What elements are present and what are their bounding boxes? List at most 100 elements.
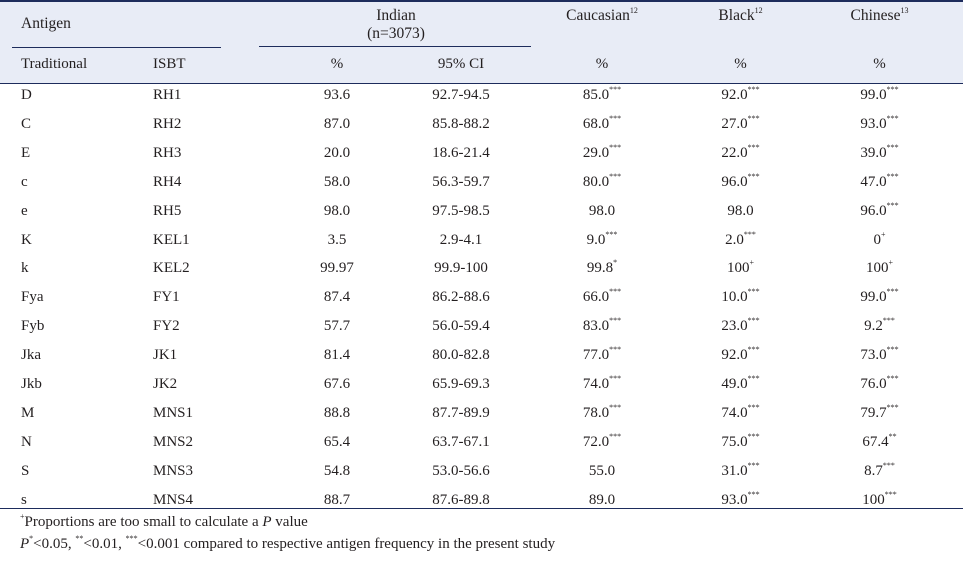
cell-black: 31.0*** (673, 462, 808, 480)
cell-black: 96.0*** (673, 173, 808, 191)
cell-caucasian-significance: *** (609, 316, 622, 325)
cell-chinese-value: 99.0 (860, 87, 887, 103)
cell-caucasian-value: 9.0 (586, 232, 606, 248)
cell-chinese-value: 39.0 (860, 145, 887, 161)
cell-chinese-value: 8.7 (864, 463, 883, 479)
cell-indian-ci-value: 2.9-4.1 (439, 232, 483, 248)
cell-isbt: RH4 (153, 173, 181, 191)
cell-caucasian-value: 66.0 (582, 289, 610, 305)
cell-indian-ci: 2.9-4.1 (395, 231, 527, 249)
cell-indian-pct: 93.6 (272, 86, 402, 104)
cell-chinese: 79.7*** (812, 404, 947, 422)
cell-black-value: 49.0 (721, 376, 748, 392)
cell-caucasian-value: 80.0 (582, 174, 610, 190)
table-header-band (0, 0, 963, 84)
cell-indian-ci-value: 56.3-59.7 (432, 174, 490, 190)
cell-isbt-value: MNS1 (153, 405, 194, 421)
cell-indian-pct-value: 87.0 (323, 116, 351, 132)
cell-caucasian-value: 68.0 (582, 116, 610, 132)
cell-indian-ci: 87.7-89.9 (395, 404, 527, 422)
cell-indian-ci-value: 18.6-21.4 (432, 145, 490, 161)
cell-black: 98.0 (673, 202, 808, 220)
cell-black-significance: *** (747, 403, 760, 412)
cell-black-significance: *** (747, 287, 760, 296)
cell-indian-pct: 87.0 (272, 115, 402, 133)
cell-isbt: MNS1 (153, 404, 193, 422)
cell-indian-ci-value: 63.7-67.1 (432, 434, 490, 450)
cell-indian-pct-value: 88.8 (323, 405, 351, 421)
cell-chinese-significance: *** (886, 345, 899, 354)
cell-black: 22.0*** (673, 144, 808, 162)
cell-black: 74.0*** (673, 404, 808, 422)
cell-indian-ci-value: 56.0-59.4 (432, 318, 490, 334)
cell-chinese-significance: *** (886, 143, 899, 152)
cell-traditional: Jkb (21, 375, 42, 393)
cell-isbt-value: KEL2 (153, 260, 190, 276)
cell-black: 92.0*** (673, 346, 808, 364)
cell-black-significance: *** (747, 461, 760, 470)
header-black: Black12 (673, 6, 808, 25)
cell-traditional-value: C (21, 116, 32, 132)
indian-group-rule (259, 46, 531, 47)
cell-chinese: 99.0*** (812, 86, 947, 104)
cell-indian-ci: 53.0-56.6 (395, 462, 527, 480)
cell-traditional: e (21, 202, 28, 220)
cell-indian-ci: 92.7-94.5 (395, 86, 527, 104)
cell-black: 92.0*** (673, 86, 808, 104)
cell-caucasian: 83.0*** (537, 317, 667, 335)
cell-indian-pct-value: 99.97 (320, 260, 354, 276)
cell-indian-pct: 65.4 (272, 433, 402, 451)
cell-caucasian-value: 85.0 (582, 87, 610, 103)
cell-chinese-significance: *** (886, 403, 899, 412)
cell-traditional-value: Fya (21, 289, 44, 305)
cell-indian-ci-value: 87.6-89.8 (432, 492, 490, 508)
cell-chinese: 76.0*** (812, 375, 947, 393)
cell-black: 49.0*** (673, 375, 808, 393)
cell-indian-pct-value: 54.8 (323, 463, 351, 479)
top-rule (0, 0, 963, 2)
cell-chinese-significance: + (888, 258, 893, 267)
cell-caucasian: 98.0 (537, 202, 667, 220)
cell-isbt-value: FY1 (153, 289, 180, 305)
cell-black-significance: *** (747, 143, 760, 152)
footnote-2-text-3: <0.001 compared to respective antigen fr… (137, 536, 556, 552)
cell-isbt-value: FY2 (153, 318, 180, 334)
cell-black-significance: *** (747, 316, 760, 325)
cell-indian-pct: 67.6 (272, 375, 402, 393)
cell-traditional-value: M (21, 405, 35, 421)
cell-caucasian-significance: *** (609, 172, 622, 181)
cell-isbt: KEL1 (153, 231, 190, 249)
cell-indian-ci: 56.3-59.7 (395, 173, 527, 191)
cell-black-value: 23.0 (721, 318, 748, 334)
cell-chinese-value: 96.0 (860, 203, 887, 219)
cell-black: 2.0*** (673, 231, 808, 249)
cell-black-significance: *** (743, 230, 756, 239)
cell-chinese: 8.7*** (812, 462, 947, 480)
footnote-1-text: Proportions are too small to calculate a (24, 514, 263, 530)
cell-caucasian-significance: * (613, 258, 618, 267)
cell-traditional-value: Jka (21, 347, 41, 363)
cell-indian-ci: 99.9-100 (395, 259, 527, 277)
header-chinese-label: Chinese (850, 7, 901, 24)
cell-caucasian: 72.0*** (537, 433, 667, 451)
cell-caucasian-significance: *** (609, 114, 622, 123)
cell-chinese-value: 47.0 (860, 174, 887, 190)
cell-black-value: 22.0 (721, 145, 748, 161)
cell-chinese-value: 79.7 (860, 405, 887, 421)
cell-caucasian-value: 29.0 (582, 145, 610, 161)
cell-chinese-value: 100 (865, 260, 889, 276)
cell-isbt: RH5 (153, 202, 181, 220)
cell-black-significance: *** (747, 432, 760, 441)
cell-indian-pct-value: 65.4 (323, 434, 351, 450)
header-isbt: ISBT (153, 56, 186, 72)
cell-chinese: 9.2*** (812, 317, 947, 335)
cell-chinese: 93.0*** (812, 115, 947, 133)
cell-indian-pct: 88.7 (272, 491, 402, 509)
cell-chinese-value: 67.4 (862, 434, 889, 450)
cell-black-significance: *** (747, 374, 760, 383)
cell-caucasian-value: 77.0 (582, 347, 610, 363)
cell-isbt-value: RH4 (153, 174, 182, 190)
cell-isbt: KEL2 (153, 259, 190, 277)
cell-black-value: 2.0 (725, 232, 744, 248)
cell-caucasian: 66.0*** (537, 288, 667, 306)
